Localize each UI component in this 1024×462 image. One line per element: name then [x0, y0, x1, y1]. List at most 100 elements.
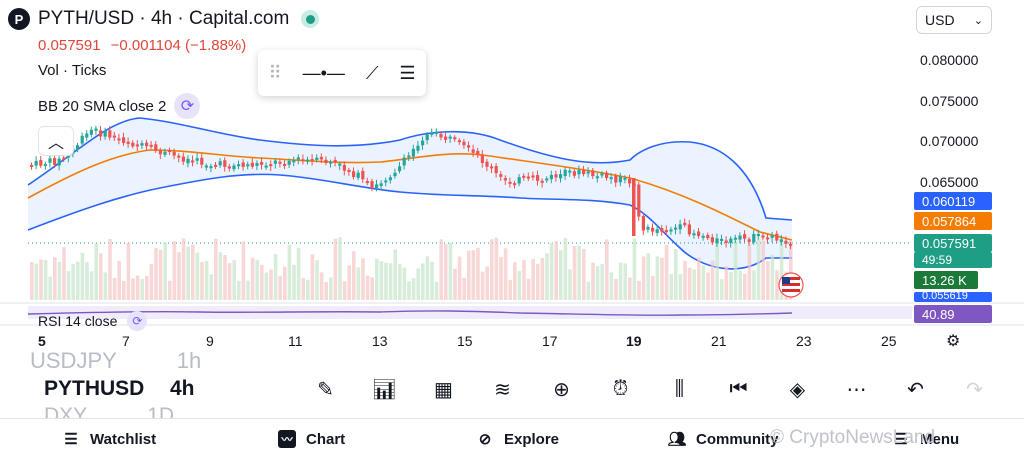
volume-indicator-label[interactable]: Vol · Ticks [38, 62, 107, 79]
candle [660, 227, 664, 232]
volume-bar [310, 254, 315, 300]
candle [246, 164, 250, 167]
candle [191, 160, 195, 163]
candle [559, 174, 563, 179]
candle [89, 129, 93, 135]
add-icon[interactable]: ⊕ [553, 378, 570, 401]
candle [85, 133, 89, 138]
volume-bar [444, 244, 448, 300]
candle [444, 136, 448, 140]
rsi-indicator-legend[interactable]: RSI 14 close ⟳ [38, 311, 148, 331]
volume-bar [411, 278, 416, 300]
current-timeframe[interactable]: 4h [170, 377, 195, 400]
volume-bar [292, 264, 296, 300]
candle [158, 150, 162, 155]
volume-bar [729, 271, 733, 300]
symbol-item-below[interactable]: DXY 1D [44, 405, 174, 418]
candle [94, 128, 98, 131]
candle [756, 234, 760, 237]
compare-icon[interactable]: ≋ [494, 378, 511, 401]
candle [43, 164, 47, 167]
candle [39, 159, 43, 166]
layers-icon[interactable]: ◈ [789, 378, 806, 401]
indicators-icon[interactable]: 📊︎ [371, 378, 398, 401]
candle [411, 148, 415, 157]
volume-bar [513, 262, 517, 300]
replay-icon[interactable]: ⏮︎ [729, 377, 748, 400]
candle [568, 170, 572, 173]
volume-bar [218, 252, 223, 300]
us-flag-icon[interactable] [778, 272, 804, 298]
pen-icon[interactable]: ✎ [317, 378, 334, 401]
volume-bar [186, 246, 190, 300]
bb-indicator-legend[interactable]: BB 20 SMA close 2 ⟳ [38, 93, 201, 119]
candle [388, 177, 392, 181]
candle [485, 161, 489, 167]
volume-bar [333, 238, 338, 300]
volume-bar [770, 254, 775, 300]
current-symbol[interactable]: PYTHUSD [44, 377, 145, 400]
time-tick: 25 [881, 333, 897, 349]
volume-bar [568, 269, 572, 300]
symbol-title[interactable]: PYTH/USD · 4h · Capital.com [38, 8, 290, 29]
candle [775, 233, 779, 241]
nav-menu[interactable]: ☰ Menu [892, 430, 959, 449]
alert-icon[interactable]: ⏰︎ [612, 377, 629, 400]
candle [600, 173, 604, 176]
candle [342, 164, 346, 171]
undo-icon[interactable]: ↶ [907, 378, 924, 401]
chart-icon: 〰 [278, 430, 296, 448]
volume-bar [255, 259, 259, 300]
candle [591, 170, 595, 177]
nav-label: Explore [504, 430, 560, 448]
price-change: −0.001104 [110, 37, 181, 54]
volume-bar [214, 238, 218, 300]
candles-icon[interactable]: ⫼ [674, 377, 685, 400]
fib-tool-icon[interactable]: ☰ [399, 62, 416, 83]
volume-bar [103, 272, 108, 300]
volume-bar [66, 271, 71, 300]
symbol-item[interactable]: USDJPY [30, 348, 117, 373]
volume-bar [775, 270, 779, 300]
chart-header[interactable]: P PYTH/USD · 4h · Capital.com [8, 8, 320, 30]
chart-settings-icon[interactable]: ⚙ [946, 333, 961, 350]
volume-bar [108, 238, 112, 300]
horizontal-line-tool-icon[interactable]: —•— [302, 62, 345, 83]
drag-handle-icon[interactable]: ⠿ [268, 62, 282, 83]
bb-upper-tag: 0.060119 [914, 192, 992, 210]
candle [273, 160, 277, 164]
rsi-pane-band [28, 306, 912, 319]
volume-bar [476, 247, 480, 300]
bb-indicator-label[interactable]: BB 20 SMA close 2 [38, 97, 167, 115]
volume-bar [352, 251, 356, 300]
nav-chart[interactable]: 〰 Chart [278, 430, 345, 448]
currency-select[interactable]: USD ⌄ [916, 6, 992, 34]
candle [172, 151, 176, 156]
volume-bar [329, 277, 333, 300]
candle [292, 160, 296, 163]
rsi-indicator-label[interactable]: RSI 14 close [38, 313, 118, 329]
volume-bar [112, 277, 117, 300]
redo-icon[interactable]: ↷ [966, 378, 983, 401]
collapse-legend-button[interactable]: ︿ [38, 126, 74, 156]
price-tick: 0.080000 [920, 52, 979, 68]
layout-icon[interactable]: ▦ [434, 378, 453, 401]
volume-bar [582, 249, 586, 300]
more-icon[interactable]: ⋯ [846, 378, 867, 401]
candle [641, 216, 645, 231]
nav-explore[interactable]: ⊘ Explore [476, 430, 560, 449]
nav-community[interactable]: 👥︎ Community [667, 430, 778, 449]
candle [664, 230, 668, 233]
volume-bar [545, 253, 549, 300]
symbol-item[interactable]: DXY [44, 405, 88, 418]
volume-bar [80, 252, 85, 300]
volume-bar [733, 241, 738, 300]
trend-line-tool-icon[interactable]: ⟋ [365, 62, 379, 83]
candle [609, 177, 613, 180]
candle [260, 162, 264, 165]
candle [112, 135, 116, 138]
symbol-picker-list[interactable]: USDJPY 1h [30, 350, 201, 372]
volume-bar [448, 242, 453, 300]
nav-watchlist[interactable]: ☰ Watchlist [62, 430, 156, 449]
